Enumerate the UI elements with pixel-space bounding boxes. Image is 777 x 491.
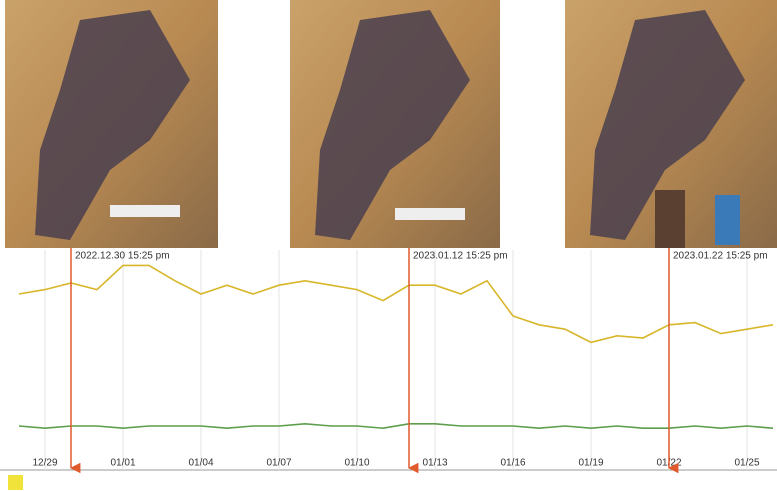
annotation: 2023.01.12 15:25 pm (413, 251, 508, 262)
x-tick-label: 01/16 (500, 458, 525, 469)
plot (18, 250, 774, 470)
x-tick-label: 01/25 (734, 458, 759, 469)
x-tick-label: 01/07 (266, 458, 291, 469)
legend-swatch (8, 475, 23, 490)
x-tick-label: 01/04 (188, 458, 213, 469)
x-tick-label: 01/01 (110, 458, 135, 469)
photo (565, 0, 777, 248)
x-tick-label: 12/29 (32, 458, 57, 469)
annotation: 2022.12.30 15:25 pm (75, 251, 170, 262)
x-tick-label: 01/10 (344, 458, 369, 469)
annotation: 2023.01.22 15:25 pm (673, 251, 768, 262)
series-line (18, 264, 774, 344)
plot-area (0, 248, 777, 473)
x-tick-label: 01/19 (578, 458, 603, 469)
photo (5, 0, 218, 248)
series-line (18, 422, 774, 430)
photo (290, 0, 500, 248)
x-tick-label: 01/13 (422, 458, 447, 469)
